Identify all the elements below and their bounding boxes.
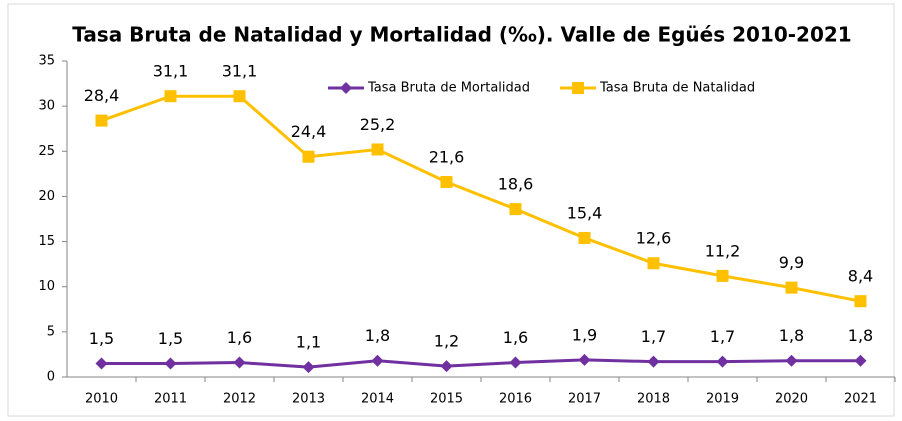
marker — [716, 355, 729, 368]
marker — [95, 357, 108, 370]
data-label: 1,7 — [710, 327, 735, 346]
series-line — [101, 358, 861, 369]
data-label: 1,8 — [779, 326, 804, 345]
y-tick-label: 0 — [47, 370, 55, 385]
legend-label: Tasa Bruta de Natalidad — [599, 81, 755, 96]
marker — [233, 90, 246, 103]
x-tick-label: 2013 — [292, 392, 325, 407]
marker — [716, 269, 729, 282]
x-tick-label: 2010 — [85, 392, 118, 407]
data-label: 31,1 — [222, 62, 258, 81]
data-label: 1,5 — [158, 329, 183, 348]
data-label: 1,6 — [227, 328, 252, 347]
y-tick-label: 35 — [38, 54, 55, 69]
data-label: 31,1 — [153, 62, 189, 81]
marker — [233, 356, 246, 369]
data-label: 28,4 — [84, 86, 120, 105]
marker — [509, 203, 522, 216]
x-tick-label: 2017 — [568, 392, 601, 407]
data-label: 18,6 — [498, 175, 534, 194]
data-label: 9,9 — [779, 253, 804, 272]
data-label: 24,4 — [291, 122, 327, 141]
marker — [302, 150, 315, 163]
marker — [371, 354, 384, 367]
y-tick-label: 25 — [38, 144, 55, 159]
marker — [647, 355, 660, 368]
marker — [440, 175, 453, 188]
data-label: 25,2 — [360, 115, 396, 134]
series-line — [101, 94, 861, 303]
marker — [578, 353, 591, 366]
data-label: 12,6 — [636, 229, 672, 248]
marker — [164, 357, 177, 370]
marker — [854, 295, 867, 308]
data-label: 1,8 — [848, 326, 873, 345]
legend-label: Tasa Bruta de Mortalidad — [367, 81, 530, 96]
y-tick-label: 5 — [47, 324, 55, 339]
data-label: 1,6 — [503, 328, 528, 347]
marker — [95, 114, 108, 127]
y-tick-label: 20 — [38, 189, 55, 204]
data-label: 21,6 — [429, 147, 465, 166]
data-label: 11,2 — [705, 241, 741, 260]
y-tick-label: 30 — [38, 99, 55, 114]
marker — [302, 361, 315, 374]
data-label: 1,8 — [365, 326, 390, 345]
data-label: 1,1 — [296, 333, 321, 352]
x-tick-label: 2015 — [430, 392, 463, 407]
x-tick-label: 2021 — [844, 392, 877, 407]
x-tick-label: 2014 — [361, 392, 394, 407]
y-tick-label: 10 — [38, 279, 55, 294]
marker — [578, 231, 591, 244]
marker — [647, 257, 660, 270]
marker — [371, 143, 384, 156]
chart-frame — [7, 3, 895, 417]
marker — [785, 354, 798, 367]
marker — [509, 356, 522, 369]
legend-marker — [340, 82, 352, 94]
legend-marker — [571, 82, 584, 94]
data-label: 15,4 — [567, 203, 603, 222]
data-label: 1,2 — [434, 332, 459, 351]
data-label: 1,7 — [641, 327, 666, 346]
data-label: 8,4 — [848, 267, 873, 286]
x-tick-label: 2011 — [154, 392, 187, 407]
x-tick-label: 2012 — [223, 392, 256, 407]
chart-title: Tasa Bruta de Natalidad y Mortalidad (‰)… — [72, 23, 851, 47]
x-tick-label: 2019 — [706, 392, 739, 407]
x-tick-label: 2016 — [499, 392, 532, 407]
marker — [854, 354, 867, 367]
marker — [440, 360, 453, 373]
x-tick-label: 2020 — [775, 392, 808, 407]
data-label: 1,9 — [572, 325, 597, 344]
data-label: 1,5 — [89, 329, 114, 348]
marker — [785, 281, 798, 294]
y-tick-label: 15 — [38, 234, 55, 249]
x-tick-label: 2018 — [637, 392, 670, 407]
marker — [164, 90, 177, 103]
